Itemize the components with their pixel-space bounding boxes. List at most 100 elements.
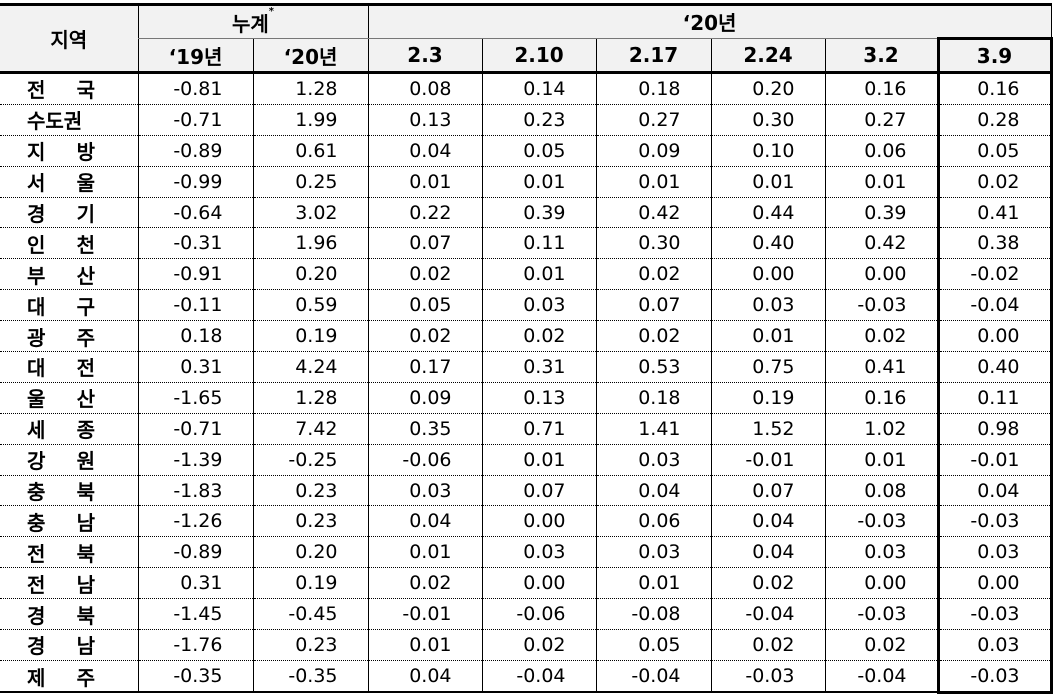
value-cell: 0.02	[710, 567, 826, 600]
value-cell: 0.07	[481, 475, 597, 507]
value-cell: -0.81	[137, 72, 253, 105]
value-cell: -0.71	[137, 104, 253, 136]
region-cell: 대 전	[0, 351, 138, 383]
column-header: 3.9	[936, 37, 1053, 74]
value-cell: 0.41	[824, 351, 939, 383]
value-cell: 0.61	[252, 135, 369, 167]
value-cell: 0.00	[824, 258, 939, 291]
value-cell: 0.19	[252, 567, 369, 600]
value-cell: 0.02	[824, 320, 939, 353]
value-cell: 0.19	[252, 320, 369, 353]
region-name: 전 남	[27, 572, 95, 597]
region-cell: 인 천	[0, 227, 138, 260]
value-cell: 7.42	[252, 413, 369, 445]
value-cell: -1.76	[137, 629, 253, 661]
value-cell: 0.04	[367, 135, 483, 167]
value-cell: -0.04	[824, 660, 939, 694]
table-row: 제 주 -0.35 -0.35 0.04 -0.04 -0.04 -0.03 -0.04 -0.…	[0, 660, 1053, 694]
value-cell: -0.64	[137, 197, 253, 229]
value-cell: 0.08	[367, 72, 483, 105]
region-cell: 광 주	[0, 320, 138, 353]
value-cell: 0.27	[595, 104, 712, 136]
value-cell: -0.03	[710, 660, 826, 694]
value-cell: 0.19	[710, 382, 826, 414]
region-name: 광 주	[27, 325, 95, 350]
value-cell: 0.42	[595, 197, 712, 229]
region-cell: 세 종	[0, 413, 138, 445]
value-cell: -0.31	[137, 227, 253, 260]
value-cell: -0.03	[936, 660, 1053, 694]
value-cell: -0.04	[936, 289, 1053, 322]
value-cell: -0.99	[137, 166, 253, 198]
value-cell: 0.03	[824, 536, 939, 569]
value-cell: 0.04	[367, 660, 483, 694]
value-cell: 0.39	[481, 197, 597, 229]
value-cell: -0.04	[595, 660, 712, 694]
region-name: 세 종	[27, 418, 95, 443]
value-cell: 1.28	[252, 72, 369, 105]
table-row: 대 전 0.31 4.24 0.17 0.31 0.53 0.75 0.41 0.40	[0, 351, 1053, 383]
region-cell: 전 북	[0, 536, 138, 569]
table-row: 수도권 -0.71 1.99 0.13 0.23 0.27 0.30 0.27 0.28	[0, 104, 1053, 136]
column-header: 2.24	[710, 38, 826, 74]
value-cell: 0.40	[710, 227, 826, 260]
value-cell: 0.01	[481, 166, 597, 198]
region-cell: 서 울	[0, 166, 138, 198]
value-cell: 0.53	[595, 351, 712, 383]
region-cell: 지 방	[0, 135, 138, 167]
value-cell: 0.13	[481, 382, 597, 414]
value-cell: 0.01	[481, 444, 597, 476]
value-cell: -0.11	[137, 289, 253, 322]
value-cell: -1.26	[137, 505, 253, 538]
value-cell: -0.03	[824, 598, 939, 631]
region-cell: 경 남	[0, 629, 138, 661]
table-row: 지 방 -0.89 0.61 0.04 0.05 0.09 0.10 0.06 0.05	[0, 135, 1053, 167]
region-name: 충 북	[27, 480, 95, 505]
value-cell: 0.03	[481, 536, 597, 569]
table-row: 경 북 -1.45 -0.45 -0.01 -0.06 -0.08 -0.04 -0.03 -0…	[0, 598, 1053, 631]
region-name: 경 기	[27, 202, 95, 226]
table-body: 전 국 -0.81 1.28 0.08 0.14 0.18 0.20 0.16 0.16 수도권 -…	[0, 72, 1053, 694]
value-cell: 0.28	[936, 104, 1053, 136]
value-cell: -0.91	[137, 258, 253, 291]
region-name: 대 구	[27, 294, 95, 319]
table-row: 충 북 -1.83 0.23 0.03 0.07 0.04 0.07 0.08 0.04	[0, 475, 1053, 507]
region-name: 경 남	[27, 634, 95, 659]
value-cell: 0.03	[710, 289, 826, 322]
value-cell: 0.20	[252, 536, 369, 569]
region-name: 대 전	[27, 356, 95, 381]
value-cell: 0.39	[824, 197, 939, 229]
value-cell: 0.02	[824, 629, 939, 661]
value-cell: -1.45	[137, 598, 253, 631]
value-cell: 0.02	[367, 320, 483, 353]
value-cell: 0.01	[367, 536, 483, 569]
cumulative-header: 누계*	[137, 3, 369, 39]
value-cell: 0.05	[481, 135, 597, 167]
region-name: 인 천	[27, 232, 95, 257]
value-cell: 0.23	[252, 505, 369, 538]
region-name: 지 방	[27, 140, 95, 165]
value-cell: 0.05	[367, 289, 483, 322]
value-cell: -0.01	[710, 444, 826, 476]
cumulative-label: 누계	[231, 11, 269, 36]
value-cell: 0.75	[710, 351, 826, 383]
value-cell: 0.17	[367, 351, 483, 383]
value-cell: 0.02	[481, 320, 597, 353]
value-cell: 1.02	[824, 413, 939, 445]
value-cell: 1.41	[595, 413, 712, 445]
table-row: 부 산 -0.91 0.20 0.02 0.01 0.02 0.00 0.00 -0.02	[0, 258, 1053, 291]
value-cell: -1.83	[137, 475, 253, 507]
value-cell: 0.01	[710, 166, 826, 198]
region-cell: 울 산	[0, 382, 138, 414]
value-cell: -0.35	[252, 660, 369, 694]
value-cell: 0.01	[595, 567, 712, 600]
value-cell: -0.06	[367, 444, 483, 476]
column-header: 2.3	[367, 38, 483, 74]
value-cell: 0.18	[595, 382, 712, 414]
value-cell: 0.03	[936, 536, 1053, 569]
value-cell: 0.01	[824, 444, 939, 476]
value-cell: 0.71	[481, 413, 597, 445]
value-cell: 0.25	[252, 166, 369, 198]
value-cell: 0.02	[595, 320, 712, 353]
value-cell: 0.04	[367, 505, 483, 538]
